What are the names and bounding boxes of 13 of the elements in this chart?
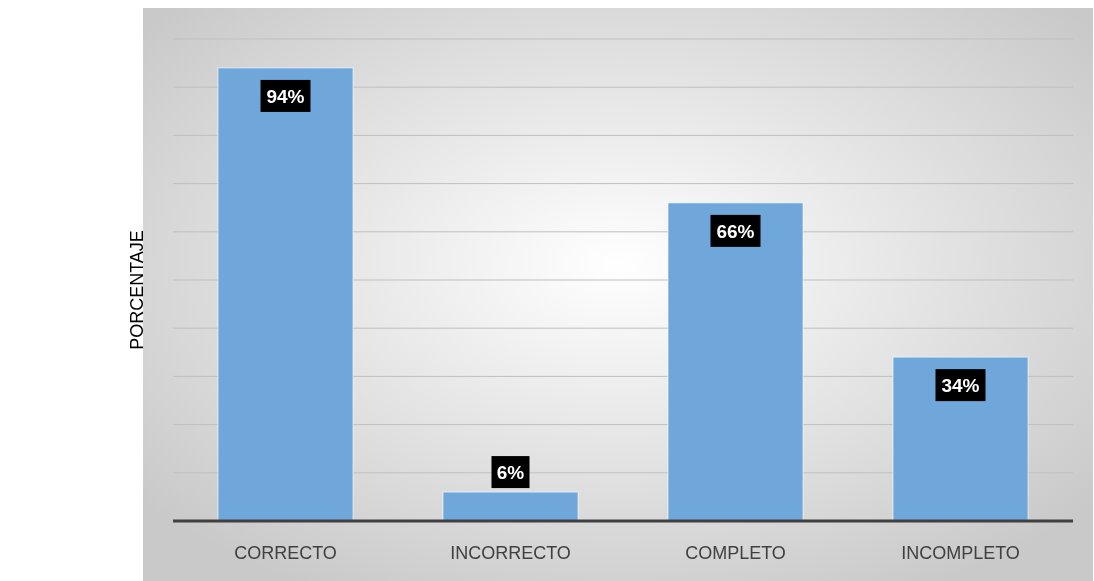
x-tick-label: INCOMPLETO <box>901 543 1020 563</box>
x-tick-label: COMPLETO <box>685 543 786 563</box>
bar <box>667 202 804 522</box>
y-axis-title: PORCENTAJE <box>127 230 147 350</box>
data-label: 34% <box>941 374 980 396</box>
x-tick-label: CORRECTO <box>234 543 337 563</box>
data-label: 6% <box>496 461 525 483</box>
x-tick-label: INCORRECTO <box>450 543 571 563</box>
bar <box>892 356 1029 522</box>
data-label: 66% <box>716 220 755 242</box>
data-label: 94% <box>266 85 305 107</box>
bar <box>442 491 579 522</box>
bar <box>217 67 354 522</box>
